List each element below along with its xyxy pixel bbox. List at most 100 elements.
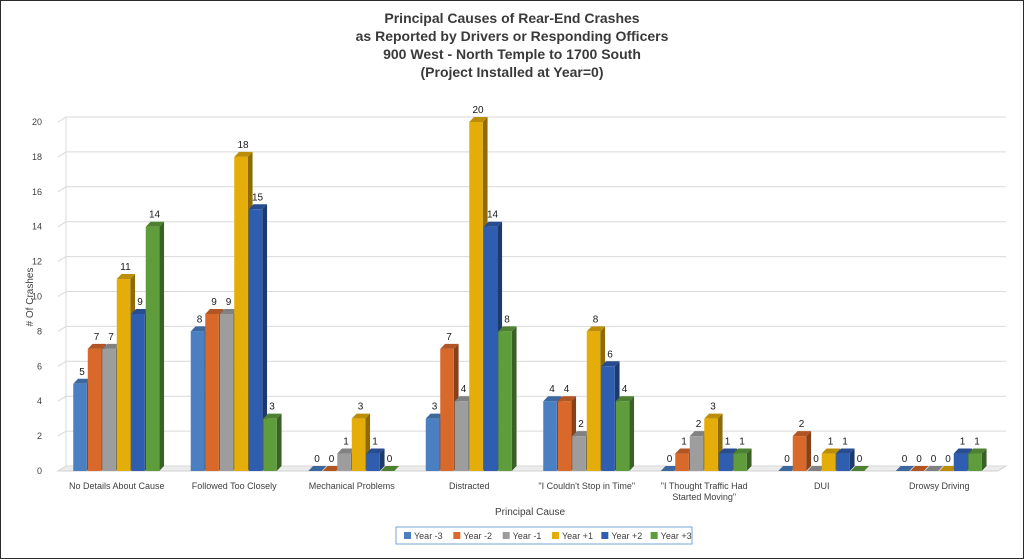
data-label: 11: [120, 262, 131, 273]
bar-top: [586, 326, 606, 332]
bar-top: [807, 466, 826, 471]
data-label: 0: [902, 454, 908, 465]
data-label: 0: [931, 454, 937, 465]
bar-top: [792, 431, 812, 437]
bar: [234, 156, 248, 471]
data-label: 0: [857, 454, 863, 465]
bar-top: [454, 396, 474, 402]
x-tick-label: "I Thought Traffic Had: [661, 481, 748, 491]
bar-side: [511, 326, 517, 471]
data-label: 2: [696, 419, 702, 430]
y-gridline-side: [57, 221, 67, 228]
bar-top: [557, 396, 577, 402]
x-tick-label: No Details About Cause: [69, 481, 165, 491]
bar: [145, 226, 160, 471]
x-tick-label: Started Moving": [672, 492, 736, 502]
data-label: 15: [252, 192, 264, 203]
chart-title-line: (Project Installed at Year=0): [421, 64, 604, 80]
x-tick-label: Drowsy Driving: [909, 481, 970, 491]
bar-top: [689, 431, 709, 437]
bar-top: [308, 466, 327, 471]
legend-swatch: [552, 532, 559, 539]
bar-top: [145, 221, 165, 227]
bar: [836, 453, 850, 471]
bar-top: [440, 343, 459, 349]
bar-top: [939, 466, 958, 471]
x-tick-label: DUI: [814, 481, 830, 491]
bar-side: [806, 431, 812, 471]
data-label: 3: [358, 402, 364, 413]
bar-top: [469, 117, 488, 122]
bar-side: [981, 448, 987, 471]
y-gridline-side: [57, 116, 67, 123]
bar: [116, 279, 131, 471]
y-gridline-side: [57, 360, 67, 367]
data-label: 1: [739, 437, 745, 448]
chart-title-line: Principal Causes of Rear-End Crashes: [384, 10, 639, 26]
bar: [968, 453, 982, 471]
bar: [953, 453, 968, 471]
bar: [704, 418, 718, 471]
bar: [263, 418, 277, 471]
data-label: 7: [446, 332, 452, 343]
bar-top: [366, 448, 385, 454]
bar-top: [836, 448, 855, 454]
bar-top: [102, 343, 121, 349]
bar: [601, 366, 615, 471]
legend-label: Year +3: [661, 531, 692, 541]
data-label: 4: [564, 384, 570, 395]
data-label: 5: [79, 367, 85, 378]
data-label: 9: [211, 297, 217, 308]
bar: [425, 418, 440, 471]
bar-top: [483, 221, 503, 227]
bar: [73, 383, 87, 471]
bar: [543, 401, 557, 471]
bar-top: [248, 204, 268, 210]
bar: [733, 453, 747, 471]
y-tick-label: 18: [32, 152, 42, 162]
chart-title-line: 900 West - North Temple to 1700 South: [383, 46, 641, 62]
bar-side: [379, 448, 385, 471]
data-label: 3: [710, 402, 716, 413]
x-axis-title: Principal Cause: [495, 507, 565, 518]
bar-top: [675, 448, 694, 454]
bar-top: [910, 466, 929, 471]
data-label: 9: [226, 297, 232, 308]
bar: [131, 313, 145, 471]
bar-top: [190, 326, 210, 332]
data-label: 6: [607, 349, 613, 360]
data-label: 1: [828, 437, 834, 448]
bar-top: [234, 151, 253, 157]
bar: [351, 418, 366, 471]
bar-top: [131, 308, 150, 314]
legend-label: Year -1: [513, 531, 542, 541]
bar: [219, 313, 234, 471]
bar-top: [778, 466, 797, 471]
data-label: 9: [137, 297, 143, 308]
y-gridline-side: [57, 465, 67, 472]
bar: [557, 401, 572, 471]
bar-top: [850, 466, 870, 471]
y-tick-label: 14: [32, 222, 42, 232]
legend-swatch: [601, 532, 609, 539]
x-tick-label: Followed Too Closely: [192, 481, 277, 491]
bar-top: [953, 448, 973, 454]
data-label: 0: [667, 454, 673, 465]
y-axis-title: # Of Crashes: [25, 268, 36, 327]
bar: [483, 226, 498, 471]
bar-top: [380, 466, 400, 471]
y-tick-label: 10: [32, 292, 42, 302]
x-tick-label: Mechanical Problems: [309, 481, 396, 491]
bar-top: [821, 448, 841, 454]
data-label: 2: [578, 419, 584, 430]
bar: [190, 331, 205, 471]
data-label: 1: [372, 437, 378, 448]
bar-top: [205, 308, 224, 314]
legend-label: Year +1: [562, 531, 593, 541]
bar: [102, 348, 116, 471]
bar-side: [276, 413, 282, 471]
bar-side: [262, 204, 268, 471]
legend-label: Year -3: [414, 531, 443, 541]
bar: [205, 313, 219, 471]
